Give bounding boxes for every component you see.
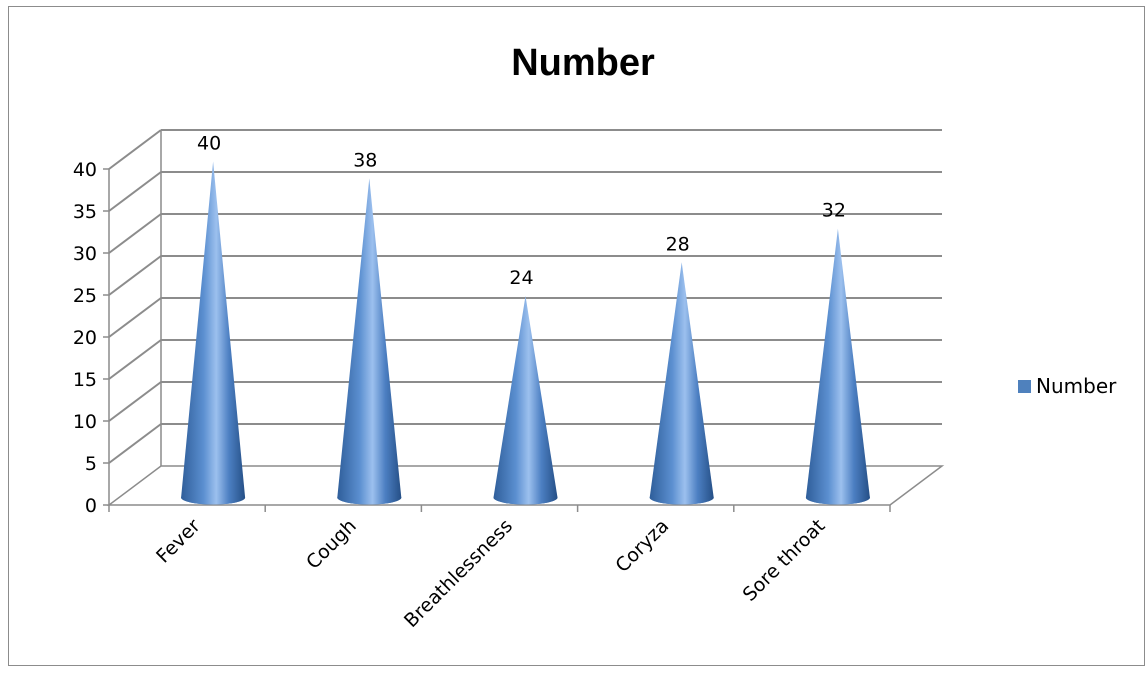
x-tick-label: Coryza — [611, 515, 673, 577]
chart: Number 0 5 10 15 20 25 30 35 40 Fever Cough Breathl… — [73, 42, 1117, 632]
y-tick-label: 15 — [73, 369, 97, 391]
gridline-side — [108, 171, 162, 212]
data-label: 28 — [666, 233, 690, 255]
bar — [649, 262, 714, 505]
bar-cone — [493, 295, 558, 505]
y-tick-label: 40 — [73, 159, 97, 181]
x-tick-label: Fever — [152, 515, 205, 568]
x-tick-label: Cough — [302, 515, 361, 574]
bar — [493, 295, 558, 505]
bar-cone — [337, 178, 402, 505]
y-tick-label: 25 — [73, 285, 97, 307]
x-tick-label: Sore throat — [739, 515, 830, 606]
y-tick-label: 0 — [85, 495, 97, 517]
chart-frame: Number 0 5 10 15 20 25 30 35 40 Fever Cough Breathl… — [8, 6, 1145, 666]
data-labels: 40 38 24 28 32 — [197, 133, 846, 289]
floor — [106, 465, 945, 506]
gridline-side — [108, 297, 162, 338]
bar — [805, 228, 870, 505]
y-tick-label: 10 — [73, 411, 97, 433]
gridline-side — [108, 423, 162, 464]
y-tick-label: 30 — [73, 243, 97, 265]
gridline-side — [108, 255, 162, 296]
x-tick-label: Breathlessness — [400, 515, 517, 632]
gridline-side — [108, 129, 162, 170]
data-label: 40 — [197, 133, 221, 155]
bar-cone — [805, 228, 870, 505]
gridline-side — [108, 213, 162, 254]
bar-cone — [181, 161, 246, 505]
chart-title: Number — [511, 42, 655, 84]
gridline-side — [108, 381, 162, 422]
legend: Number — [1018, 374, 1117, 398]
bar — [181, 161, 246, 505]
gridline-side — [108, 339, 162, 380]
data-label: 32 — [822, 200, 846, 222]
legend-swatch — [1018, 380, 1031, 393]
y-tick-label: 5 — [85, 453, 97, 475]
data-label: 24 — [509, 267, 533, 289]
data-label: 38 — [353, 149, 377, 171]
legend-entry: Number — [1036, 374, 1117, 398]
y-tick-label: 20 — [73, 327, 97, 349]
y-tick-label: 35 — [73, 201, 97, 223]
bars — [181, 161, 870, 505]
grid — [106, 129, 945, 506]
bar — [337, 178, 402, 505]
bar-cone — [649, 262, 714, 505]
